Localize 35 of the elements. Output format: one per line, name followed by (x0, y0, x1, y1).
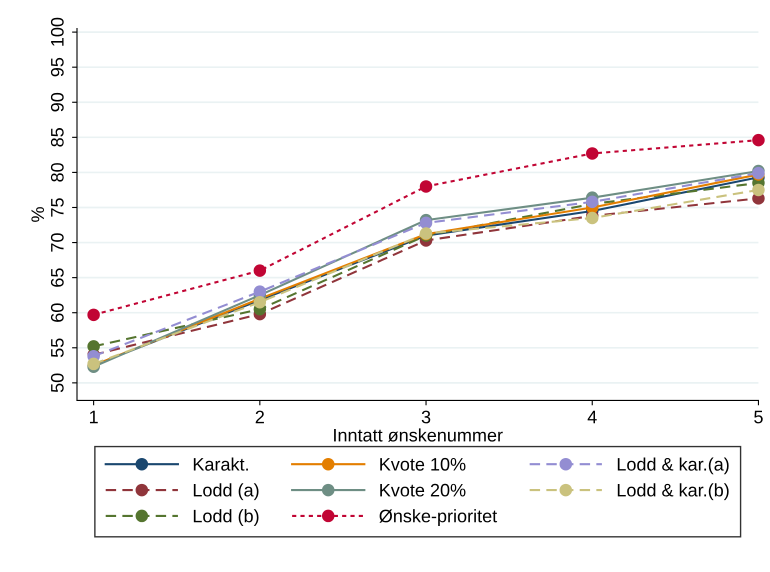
point (752, 184, 765, 196)
point (87, 340, 100, 353)
legend-label: Lodd (a) (194, 483, 258, 500)
point (586, 147, 598, 160)
y-tick-label: 70 (50, 233, 64, 252)
x-tick-label: 3 (422, 410, 430, 424)
y-axis-title: % (31, 207, 44, 222)
legend-label: Karakt. (194, 457, 248, 471)
legend-label: Ønske-prioritet (379, 509, 498, 526)
point (420, 216, 432, 230)
x-tick-label: 4 (588, 410, 597, 424)
point (420, 180, 432, 193)
x-tick-label: 1 (90, 410, 98, 424)
x-tick-label: 2 (256, 410, 264, 424)
point (254, 285, 266, 298)
y-tick-label: 55 (51, 338, 64, 358)
legend-label: Kvote 10% (380, 458, 466, 471)
y-tick-label: 80 (50, 163, 64, 182)
legend-label: Lodd & kar.(a) (618, 457, 729, 474)
y-tick-label: 75 (51, 198, 64, 217)
point (752, 134, 765, 146)
x-tick-label: 5 (754, 410, 763, 424)
point (254, 264, 266, 277)
y-tick-label: 90 (50, 92, 64, 112)
y-tick-label: 60 (50, 303, 64, 322)
legend-label: Kvote 20% (380, 484, 466, 497)
y-tick-label: 85 (50, 128, 64, 147)
y-tick-label: 65 (50, 268, 64, 287)
x-axis-title: Inntatt ønskenummer (334, 428, 503, 442)
legend-label: Lodd (b) (194, 509, 258, 526)
point (87, 308, 100, 322)
y-tick-label: 100 (50, 18, 64, 46)
legend-label: Lodd & kar.(b) (618, 483, 729, 500)
y-tick-label: 50 (50, 374, 64, 392)
y-tick-label: 95 (50, 58, 64, 76)
